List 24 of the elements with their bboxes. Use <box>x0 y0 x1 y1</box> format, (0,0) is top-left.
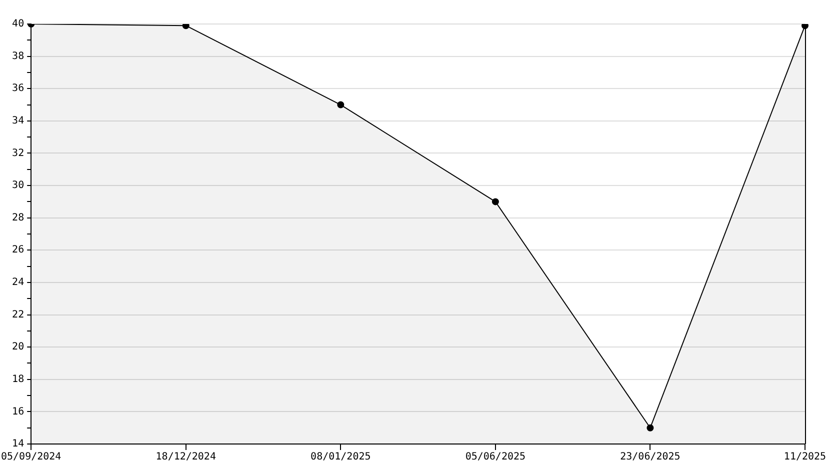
x-tick-label: 05/09/2024 <box>0 452 62 463</box>
y-tick-label: 34 <box>12 116 24 127</box>
x-tick-label: 23/06/2025 <box>620 452 680 463</box>
y-tick-label: 30 <box>12 180 24 192</box>
y-tick-label: 18 <box>12 374 24 385</box>
y-tick-label: 40 <box>12 18 24 30</box>
y-tick-label: 38 <box>12 50 24 62</box>
y-tick-label: 20 <box>12 342 24 353</box>
y-tick-label: 14 <box>12 438 24 450</box>
point <box>337 101 344 108</box>
point <box>182 24 190 30</box>
y-tick-label: 28 <box>12 212 24 224</box>
x-tick-label: 05/06/2025 <box>465 452 526 463</box>
y-tick-label: 24 <box>12 277 24 288</box>
x-tick-label: 08/01/2025 <box>310 452 371 463</box>
y-tick-label: 36 <box>12 83 24 94</box>
x-tick-label: 11/2025 <box>784 452 826 463</box>
y-tick-label: 22 <box>12 309 24 320</box>
y-tick-label: 26 <box>12 244 24 256</box>
x-tick-label: 18/12/2024 <box>156 452 216 463</box>
y-tick-label: 16 <box>12 406 24 418</box>
point <box>492 198 499 206</box>
point <box>646 424 654 432</box>
y-tick-label: 32 <box>12 148 24 159</box>
